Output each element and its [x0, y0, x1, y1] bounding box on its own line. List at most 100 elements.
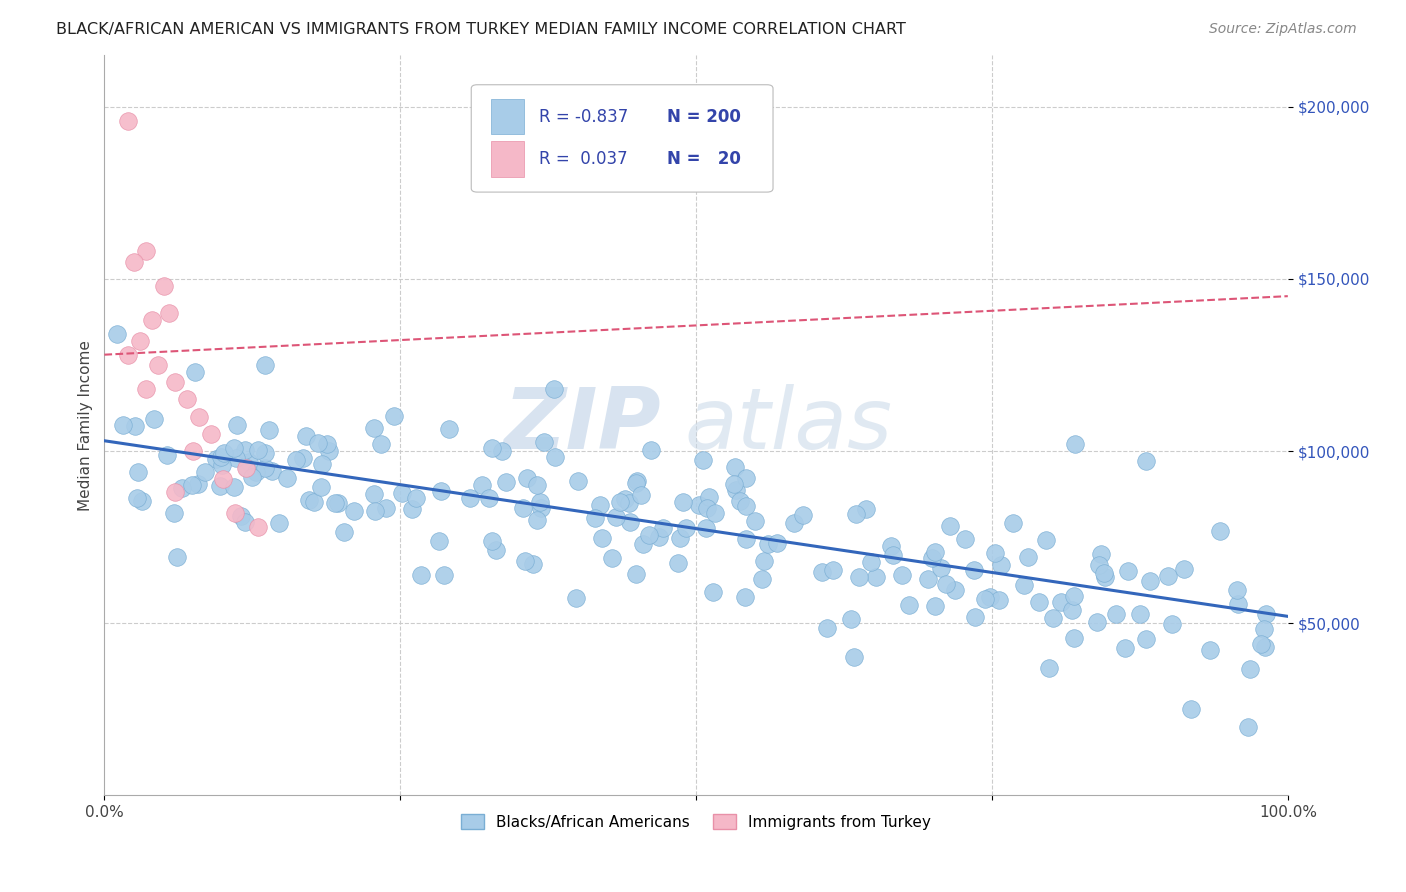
Point	[245, 466, 267, 480]
Point	[491, 444, 513, 458]
Point	[156, 448, 179, 462]
Point	[370, 437, 392, 451]
Point	[953, 533, 976, 547]
Point	[253, 358, 276, 372]
Point	[1017, 550, 1039, 565]
Point	[929, 561, 952, 575]
Point	[619, 496, 641, 510]
Point	[672, 495, 695, 509]
Point	[298, 493, 321, 508]
Point	[117, 348, 139, 362]
Point	[845, 508, 868, 522]
Point	[1042, 610, 1064, 624]
Point	[165, 376, 187, 390]
Point	[1002, 516, 1025, 530]
Point	[229, 508, 252, 523]
Point	[323, 496, 346, 510]
Point	[260, 464, 283, 478]
Point	[917, 572, 939, 586]
Point	[589, 498, 612, 512]
Point	[1135, 632, 1157, 647]
Point	[702, 585, 724, 599]
Point	[311, 458, 333, 472]
Point	[257, 423, 280, 437]
Point	[295, 428, 318, 442]
Point	[1012, 578, 1035, 592]
Point	[254, 461, 277, 475]
Point	[471, 478, 494, 492]
Point	[583, 510, 606, 524]
Point	[309, 480, 332, 494]
Point	[973, 591, 995, 606]
Point	[1237, 720, 1260, 734]
Point	[567, 475, 589, 489]
Point	[437, 422, 460, 436]
Point	[1254, 607, 1277, 622]
Point	[176, 392, 198, 407]
Point	[238, 455, 260, 469]
Point	[363, 421, 385, 435]
Text: R = -0.837: R = -0.837	[538, 108, 628, 126]
Point	[183, 364, 205, 378]
Point	[495, 475, 517, 490]
Point	[1226, 597, 1249, 611]
Point	[117, 113, 139, 128]
Point	[730, 493, 752, 508]
Point	[235, 461, 257, 475]
Point	[478, 491, 501, 506]
Point	[166, 550, 188, 565]
Point	[1090, 548, 1112, 562]
Point	[1063, 590, 1085, 604]
Point	[1092, 566, 1115, 580]
Point	[735, 532, 758, 546]
Point	[529, 495, 551, 509]
Point	[1063, 437, 1085, 451]
Point	[1087, 558, 1109, 572]
Text: N = 200: N = 200	[666, 108, 741, 126]
Point	[240, 470, 263, 484]
Point	[938, 519, 960, 533]
Point	[530, 500, 553, 515]
Point	[1253, 622, 1275, 636]
Point	[631, 536, 654, 550]
Point	[811, 565, 834, 579]
Point	[159, 306, 181, 320]
Point	[882, 548, 904, 562]
Point	[766, 536, 789, 550]
Point	[756, 537, 779, 551]
Text: atlas: atlas	[685, 384, 893, 467]
Point	[1062, 602, 1084, 616]
Point	[427, 534, 450, 549]
Point	[224, 506, 246, 520]
Point	[512, 500, 534, 515]
Point	[233, 515, 256, 529]
Point	[105, 327, 128, 342]
Point	[624, 475, 647, 490]
Point	[1038, 661, 1060, 675]
Point	[291, 450, 314, 465]
Point	[624, 566, 647, 581]
Point	[1114, 640, 1136, 655]
Point	[225, 450, 247, 465]
Point	[235, 461, 257, 475]
Point	[363, 504, 385, 518]
Point	[924, 599, 946, 614]
Point	[247, 520, 270, 534]
Point	[1173, 562, 1195, 576]
Point	[163, 506, 186, 520]
Point	[1180, 702, 1202, 716]
Point	[724, 460, 747, 475]
Point	[891, 568, 914, 582]
Point	[669, 531, 692, 545]
Point	[897, 599, 920, 613]
Point	[602, 550, 624, 565]
Point	[648, 530, 671, 544]
Point	[1085, 615, 1108, 629]
Point	[945, 583, 967, 598]
Point	[626, 474, 648, 488]
Point	[703, 506, 725, 520]
Point	[187, 477, 209, 491]
Point	[990, 558, 1012, 573]
Point	[1094, 570, 1116, 584]
Point	[481, 441, 503, 455]
